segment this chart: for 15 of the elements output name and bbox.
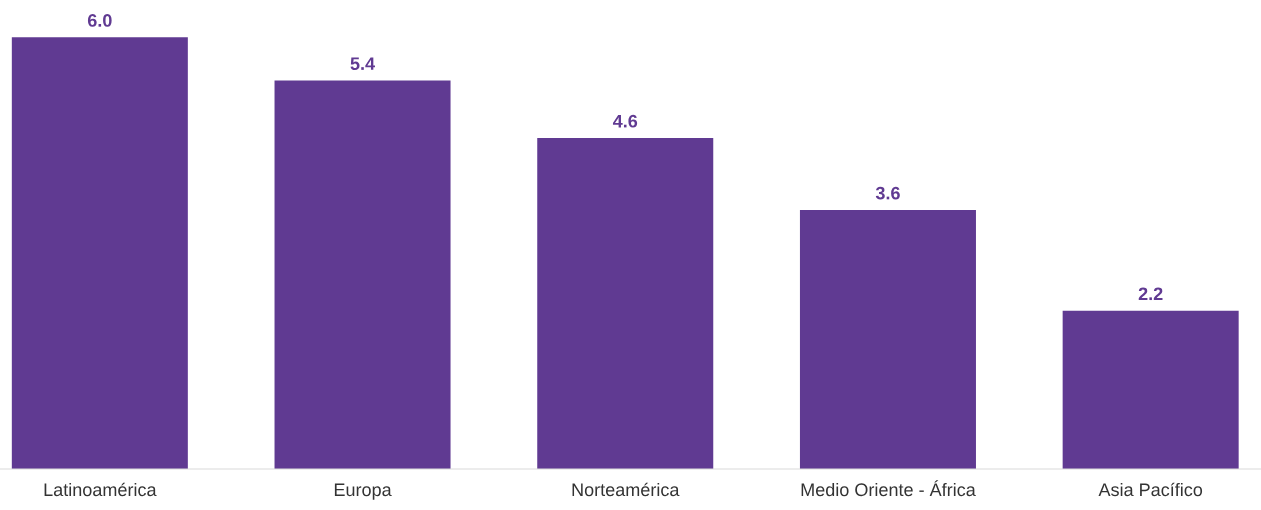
data-label: 4.6 [612, 114, 638, 128]
x-tick-label: Norteamérica [572, 482, 680, 497]
x-tick-label: Asia Pacífico [1098, 482, 1203, 497]
x-tick-label: Europa [334, 483, 392, 500]
data-label: 5.4 [350, 57, 375, 71]
data-label: 2.2 [1138, 287, 1163, 301]
data-label: 3.6 [875, 186, 900, 200]
x-tick-label: Medio Oriente - África [801, 480, 976, 497]
bar [1062, 310, 1239, 469]
data-label: 6.0 [87, 14, 112, 27]
x-tick-label: Latinoamérica [44, 482, 157, 497]
bar [799, 210, 976, 469]
bar [274, 80, 451, 469]
bar [537, 138, 714, 469]
bar [11, 37, 188, 469]
